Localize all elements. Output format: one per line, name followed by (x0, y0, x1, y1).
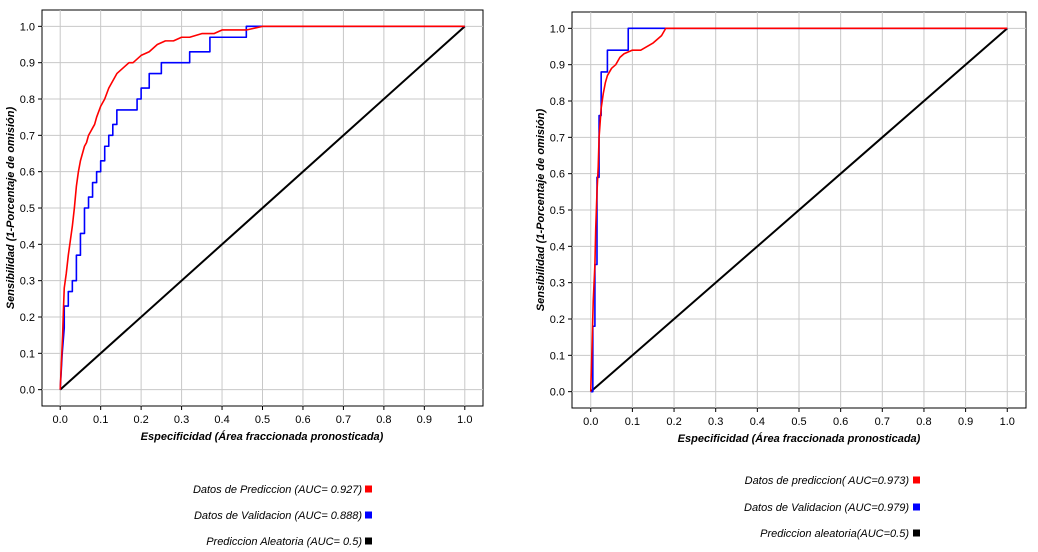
x-tick-label: 0.3 (174, 414, 189, 426)
x-tick-label: 0.4 (750, 416, 765, 428)
y-tick-label: 0.6 (550, 169, 565, 181)
x-tick-label: 0.1 (625, 416, 640, 428)
legend-swatch (365, 511, 372, 519)
x-tick-label: 0.3 (708, 416, 723, 428)
y-axis-label: Sensibilidad (1-Porcentaje de omisión) (535, 109, 547, 312)
y-tick-label: 0.6 (20, 167, 35, 179)
legend-label: Datos de Prediccion (AUC= 0.927) (193, 484, 362, 496)
legend-swatch (913, 476, 920, 484)
y-tick-label: 0.4 (20, 239, 35, 251)
x-tick-label: 0.6 (833, 416, 848, 428)
legend-label: Datos de Validacion (AUC= 0.888) (194, 510, 362, 522)
y-axis-label: Sensibilidad (1-Porcentaje de omisión) (5, 107, 17, 310)
y-tick-label: 0.2 (20, 312, 35, 324)
legend-label: Prediccion Aleatoria (AUC= 0.5) (206, 536, 362, 548)
validation-curve (590, 27, 1008, 393)
legend-label: Datos de Validacion (AUC=0.979) (744, 502, 909, 514)
y-tick-label: 0.9 (550, 60, 565, 72)
x-tick-label: 0.9 (958, 416, 973, 428)
y-tick-label: 0.5 (550, 205, 565, 217)
roc-chart-1: 0.0 0.1 0.2 0.3 0.4 0.5 0.6 0.7 0.8 0.9 1.0 0.0 0.1 0… (5, 9, 484, 548)
y-tick-label: 0.8 (550, 96, 565, 108)
y-tick-label: 0.7 (550, 132, 565, 144)
x-tick-label: 0.7 (875, 416, 890, 428)
x-tick-label: 1.0 (1000, 416, 1015, 428)
prediction-curve (59, 25, 465, 390)
legend: Datos de Prediccion (AUC= 0.927) Datos de… (193, 484, 372, 548)
x-tick-label: 0.8 (376, 414, 391, 426)
x-tick-label: 0.1 (93, 414, 108, 426)
x-axis-label: Especificidad (Área fraccionada pronosti… (678, 432, 921, 445)
random-prediction-line (590, 27, 1008, 393)
y-tick-label: 1.0 (20, 21, 35, 33)
y-tick-label: 0.9 (20, 58, 35, 70)
x-tick-label: 0.5 (791, 416, 806, 428)
y-tick-label: 0.1 (20, 348, 35, 360)
random-prediction-line (59, 25, 466, 391)
y-tick-label: 0.3 (20, 276, 35, 288)
x-tick-label: 0.5 (255, 414, 270, 426)
y-tick-label: 0.0 (20, 385, 35, 397)
legend-swatch (913, 503, 920, 511)
y-tick-label: 0.0 (550, 387, 565, 399)
x-tick-label: 0.2 (133, 414, 148, 426)
legend: Datos de prediccion( AUC=0.973) Datos de … (744, 475, 920, 540)
x-tick-label: 1.0 (457, 414, 472, 426)
x-tick-label: 0.9 (417, 414, 432, 426)
y-tick-label: 0.4 (550, 241, 565, 253)
x-tick-label: 0.8 (916, 416, 931, 428)
legend-swatch (365, 485, 372, 493)
legend-label: Datos de prediccion( AUC=0.973) (745, 475, 910, 487)
x-tick-label: 0.0 (53, 414, 68, 426)
x-tick-label: 0.4 (214, 414, 229, 426)
legend-swatch (365, 537, 372, 545)
y-tick-label: 0.5 (20, 203, 35, 215)
validation-curve (59, 25, 465, 390)
y-tick-label: 0.8 (20, 94, 35, 106)
x-axis-label: Especificidad (Área fraccionada pronosti… (141, 430, 384, 443)
x-tick-label: 0.7 (336, 414, 351, 426)
prediction-curve (589, 27, 1008, 392)
y-tick-label: 0.2 (550, 314, 565, 326)
y-tick-label: 0.7 (20, 130, 35, 142)
roc-chart-2: 0.0 0.1 0.2 0.3 0.4 0.5 0.6 0.7 0.8 0.9 1.0 0.0 0.1 0… (535, 11, 1027, 540)
y-tick-label: 0.1 (550, 350, 565, 362)
legend-label: Prediccion aleatoria(AUC=0.5) (760, 528, 909, 540)
x-tick-label: 0.0 (583, 416, 598, 428)
x-tick-label: 0.2 (666, 416, 681, 428)
y-tick-label: 0.3 (550, 278, 565, 290)
y-tick-label: 1.0 (550, 23, 565, 35)
legend-swatch (913, 529, 920, 537)
x-tick-label: 0.6 (295, 414, 310, 426)
